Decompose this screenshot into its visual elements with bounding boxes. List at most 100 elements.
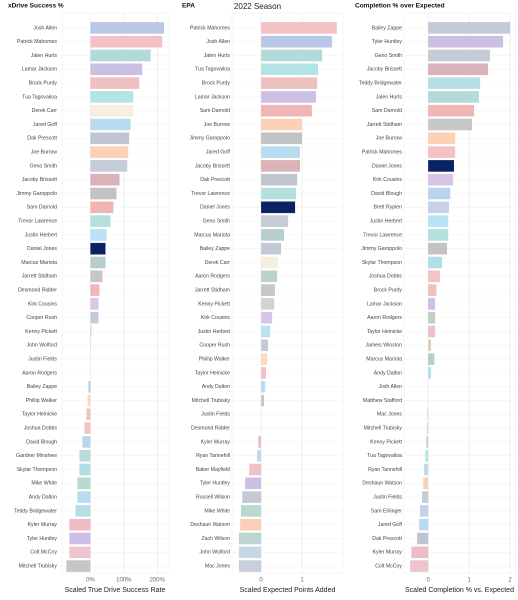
bar bbox=[75, 505, 91, 517]
category-label: Tyler Huntley bbox=[27, 536, 58, 542]
category-label: Derek Carr bbox=[32, 108, 58, 114]
bar bbox=[261, 160, 300, 172]
category-label: Desmond Ridder bbox=[18, 287, 57, 293]
category-label: Geno Smith bbox=[375, 53, 403, 59]
bar bbox=[82, 436, 91, 448]
category-label: Jared Goff bbox=[33, 122, 58, 128]
bar bbox=[90, 49, 151, 62]
category-label: Joshua Dobbs bbox=[24, 425, 58, 431]
category-label: Tua Tagovailoa bbox=[195, 67, 230, 73]
bar bbox=[240, 518, 262, 531]
x-tick-label: 0 bbox=[259, 578, 263, 584]
bar bbox=[90, 284, 100, 296]
bar bbox=[261, 63, 319, 76]
category-label: Andy Dalton bbox=[374, 370, 402, 376]
category-label: Kyler Murray bbox=[201, 439, 231, 445]
category-label: Kenny Pickett bbox=[198, 301, 230, 307]
bar bbox=[428, 173, 454, 186]
bar bbox=[69, 546, 91, 559]
bar bbox=[428, 339, 432, 352]
category-label: Jimmy Garoppolo bbox=[189, 136, 230, 142]
category-label: Joe Burrow bbox=[31, 149, 57, 155]
bar bbox=[428, 118, 472, 131]
bar bbox=[261, 353, 268, 365]
category-label: Marcus Mariota bbox=[366, 356, 402, 362]
bar bbox=[261, 325, 271, 338]
bar bbox=[90, 256, 106, 269]
category-label: Daniel Jones bbox=[27, 246, 57, 252]
bar bbox=[422, 491, 429, 503]
bar bbox=[428, 256, 443, 269]
category-label: Mitchell Trubisky bbox=[19, 563, 58, 569]
bar bbox=[261, 35, 332, 48]
category-label: Jarrett Stidham bbox=[367, 122, 402, 128]
category-label: Brock Purdy bbox=[29, 80, 58, 86]
category-label: Desmond Ridder bbox=[191, 425, 230, 431]
bar bbox=[90, 146, 129, 158]
bar bbox=[66, 560, 91, 572]
category-label: Josh Allen bbox=[378, 384, 402, 390]
category-label: Jalen Hurts bbox=[31, 53, 58, 59]
bar bbox=[424, 463, 429, 476]
category-label: Josh Allen bbox=[206, 39, 230, 45]
bar bbox=[261, 77, 318, 89]
panel-title: EPA bbox=[182, 3, 195, 10]
bar bbox=[410, 560, 429, 572]
category-label: Justin Herbert bbox=[25, 232, 58, 238]
bar bbox=[238, 560, 262, 572]
category-label: David Blough bbox=[26, 439, 57, 445]
bar bbox=[261, 132, 303, 145]
category-label: Kirk Cousins bbox=[201, 315, 231, 321]
bar bbox=[261, 22, 337, 34]
bar bbox=[428, 367, 432, 379]
bar bbox=[261, 394, 264, 407]
category-label: Kyler Murray bbox=[373, 550, 403, 556]
category-label: Cooper Rush bbox=[199, 343, 230, 349]
category-label: Daniel Jones bbox=[372, 163, 402, 169]
bar bbox=[428, 22, 511, 34]
category-label: Jameis Winston bbox=[365, 343, 402, 349]
category-label: Jared Goff bbox=[378, 522, 403, 528]
bar bbox=[261, 146, 300, 158]
panel-subtitle: 2022 Season bbox=[234, 2, 281, 11]
bar bbox=[423, 477, 429, 490]
category-label: Geno Smith bbox=[30, 163, 58, 169]
category-label: Teddy Bridgewater bbox=[14, 508, 57, 514]
x-tick-label: 1 bbox=[300, 578, 304, 584]
category-label: Aaron Rodgers bbox=[195, 274, 230, 280]
bar bbox=[90, 118, 131, 131]
category-label: Josh Allen bbox=[33, 25, 57, 31]
bar bbox=[428, 91, 479, 103]
category-label: Jared Goff bbox=[206, 149, 231, 155]
category-label: Tyler Huntley bbox=[200, 481, 231, 487]
category-label: Jimmy Garoppolo bbox=[361, 246, 402, 252]
category-label: Mac Jones bbox=[377, 412, 402, 418]
bar bbox=[261, 298, 275, 310]
bar bbox=[428, 201, 450, 214]
bar bbox=[261, 367, 266, 379]
bar bbox=[427, 408, 429, 421]
category-label: Deshaun Watson bbox=[190, 522, 230, 528]
category-label: Dak Prescott bbox=[372, 536, 402, 542]
bar bbox=[261, 187, 296, 200]
category-label: Jacoby Brissett bbox=[195, 163, 231, 169]
bar bbox=[90, 229, 107, 241]
category-label: Jalen Hurts bbox=[376, 94, 403, 100]
bar bbox=[428, 325, 436, 338]
category-label: Brock Purdy bbox=[374, 287, 403, 293]
category-label: Trevor Lawrence bbox=[18, 218, 57, 224]
bar bbox=[238, 532, 262, 545]
bar bbox=[249, 463, 262, 476]
bar bbox=[241, 505, 262, 517]
category-label: Marcus Mariota bbox=[21, 260, 57, 266]
category-label: Kirk Cousins bbox=[373, 177, 403, 183]
bar bbox=[261, 49, 323, 62]
bar bbox=[428, 49, 491, 62]
category-label: John Wolford bbox=[200, 550, 231, 556]
category-label: David Blough bbox=[371, 191, 402, 197]
category-label: Mitchell Trubisky bbox=[192, 398, 231, 404]
bar bbox=[258, 436, 262, 448]
category-label: Mac Jones bbox=[205, 563, 230, 569]
category-label: Mitchell Trubisky bbox=[364, 425, 403, 431]
category-label: Bailey Zappe bbox=[27, 384, 57, 390]
